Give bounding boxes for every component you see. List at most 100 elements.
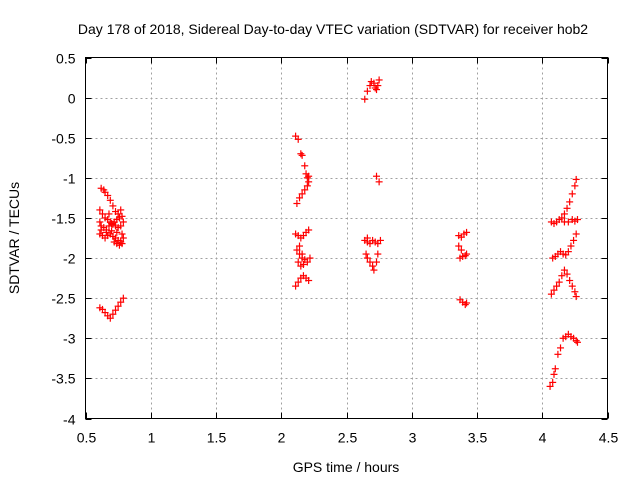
data-point xyxy=(375,178,383,186)
data-point xyxy=(297,150,305,158)
data-point xyxy=(563,204,571,212)
data-point xyxy=(104,191,112,199)
x-tick-label: 0.5 xyxy=(77,430,97,446)
data-point xyxy=(296,242,304,250)
data-point xyxy=(570,236,578,244)
x-tick-label: 1.5 xyxy=(207,430,227,446)
data-point xyxy=(118,212,126,220)
data-point xyxy=(117,298,125,306)
data-point xyxy=(117,206,125,214)
data-point xyxy=(303,174,311,182)
data-point xyxy=(550,370,558,378)
data-point xyxy=(568,282,576,290)
data-point xyxy=(571,182,579,190)
data-point xyxy=(109,310,117,318)
data-point xyxy=(461,252,469,260)
data-point xyxy=(568,190,576,198)
x-axis-label: GPS time / hours xyxy=(293,459,400,475)
data-point xyxy=(294,135,302,143)
data-point xyxy=(558,214,566,222)
y-tick-label: 0 xyxy=(68,91,76,107)
data-point xyxy=(373,172,381,180)
data-point xyxy=(560,210,568,218)
data-point xyxy=(463,250,471,258)
y-tick-label: 0.5 xyxy=(56,51,76,67)
data-point xyxy=(112,306,120,314)
x-tick-label: 1 xyxy=(148,430,156,446)
data-point xyxy=(299,260,307,268)
data-point xyxy=(305,277,313,285)
data-point xyxy=(301,186,309,194)
data-point xyxy=(549,378,557,386)
data-point xyxy=(571,288,579,296)
data-point xyxy=(301,162,309,170)
data-point xyxy=(105,210,113,218)
data-point xyxy=(546,382,554,390)
data-point xyxy=(118,240,126,248)
x-tick-label: 4 xyxy=(539,430,547,446)
data-point xyxy=(109,202,117,210)
y-axis-label: SDTVAR / TECUs xyxy=(6,182,22,294)
x-tick-label: 2.5 xyxy=(338,430,358,446)
data-point xyxy=(376,236,384,244)
y-tick-label: -3.5 xyxy=(51,371,75,387)
data-point xyxy=(555,278,563,286)
data-point xyxy=(557,344,565,352)
data-point xyxy=(558,272,566,280)
data-point xyxy=(363,234,371,242)
data-point xyxy=(573,338,581,346)
data-point xyxy=(117,222,125,230)
y-tick-label: -1.5 xyxy=(51,211,75,227)
data-point xyxy=(563,270,571,278)
data-point xyxy=(572,293,580,301)
x-tick-label: 3 xyxy=(409,430,417,446)
data-point xyxy=(292,282,300,290)
data-point xyxy=(119,218,127,226)
data-point xyxy=(117,238,125,246)
data-point xyxy=(560,266,568,274)
y-tick-labels: 0.5 0 -0.5 -1 -1.5 -2 -2.5 -3 -3.5 -4 xyxy=(51,51,75,428)
data-point xyxy=(550,286,558,294)
y-tick-label: -2.5 xyxy=(51,291,75,307)
data-point xyxy=(114,302,122,310)
data-point xyxy=(553,282,561,290)
axis-ticks xyxy=(85,57,609,420)
data-point xyxy=(97,226,105,234)
data-point xyxy=(306,254,314,262)
data-point xyxy=(370,266,378,274)
data-point xyxy=(572,175,580,183)
data-point xyxy=(373,86,381,94)
data-point xyxy=(363,87,371,95)
data-point xyxy=(303,258,311,266)
data-point xyxy=(370,79,378,87)
data-point xyxy=(374,250,382,258)
data-point xyxy=(554,350,562,358)
grid-lines xyxy=(85,57,608,419)
x-tick-label: 2 xyxy=(278,430,286,446)
data-point xyxy=(366,82,374,90)
x-tick-labels: 0.5 1 1.5 2 2.5 3 3.5 4 4.5 xyxy=(77,430,619,446)
y-tick-label: -2 xyxy=(63,251,76,267)
x-tick-label: 4.5 xyxy=(599,430,619,446)
data-point xyxy=(293,246,301,254)
y-tick-label: -0.5 xyxy=(51,131,75,147)
data-point xyxy=(102,228,110,236)
data-point xyxy=(564,218,572,226)
y-tick-label: -1 xyxy=(63,171,76,187)
data-point xyxy=(296,194,304,202)
data-point xyxy=(298,250,306,258)
data-point xyxy=(369,262,377,270)
data-point xyxy=(373,258,381,266)
data-point xyxy=(363,254,371,262)
plot-frame xyxy=(85,57,608,419)
data-point xyxy=(564,248,572,256)
data-point xyxy=(119,294,127,302)
data-point xyxy=(114,210,122,218)
data-point xyxy=(113,228,121,236)
data-point xyxy=(298,190,306,198)
data-point xyxy=(98,210,106,218)
data-point xyxy=(463,299,471,307)
data-point xyxy=(566,277,574,285)
data-point xyxy=(119,234,127,242)
data-point xyxy=(567,242,575,250)
